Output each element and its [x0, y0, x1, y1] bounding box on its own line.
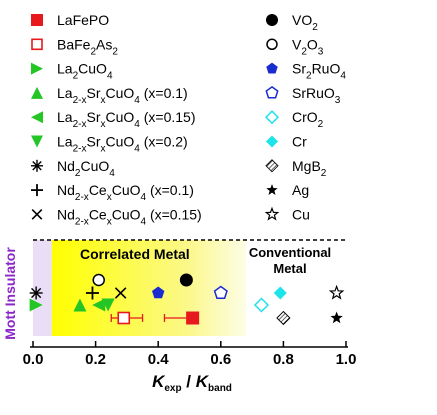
legend-right-marker-7	[266, 184, 278, 195]
legend-left-label-5: La2-xSrxCuO4 (x=0.2)	[57, 134, 188, 155]
legend-right-label-0: VO2	[292, 12, 318, 33]
point-9	[179, 273, 193, 287]
legend-left-marker-5	[31, 135, 43, 148]
legend-left-marker-2	[31, 62, 43, 75]
point-12	[213, 285, 228, 300]
legend-left-marker-4	[31, 111, 43, 124]
legend-right-marker-3	[265, 85, 279, 99]
legend-left-marker-6	[31, 159, 43, 172]
point-0	[186, 311, 200, 325]
legend-left-label-2: La2CuO4	[57, 61, 113, 82]
x-tick-label-2: 0.4	[148, 351, 170, 368]
point-6	[29, 286, 43, 300]
legend-right-label-3: SrRuO3	[292, 85, 341, 106]
legend-left-label-7: Nd2-xCexCuO4 (x=0.1)	[57, 182, 194, 203]
conventional-metal-label-line1: Conventional	[249, 245, 331, 260]
legend-right-marker-4	[264, 110, 280, 125]
legend-left-marker-0	[31, 14, 43, 26]
point-10	[92, 273, 105, 287]
x-axis-label-sub-exp: exp	[164, 383, 181, 394]
correlated-metal-label: Correlated Metal	[80, 246, 190, 262]
x-tick-label-1: 0.2	[85, 351, 106, 368]
point-16	[330, 311, 343, 324]
legend-left-marker-7	[31, 184, 43, 197]
point-1	[117, 311, 131, 325]
x-axis-label-k-band: K	[196, 372, 210, 391]
legend-right-marker-0	[266, 14, 278, 26]
point-4	[92, 298, 106, 312]
point-5	[101, 298, 115, 312]
legend-right-label-5: Cr	[292, 134, 307, 150]
legend-left-label-6: Nd2CuO4	[57, 158, 115, 179]
legend-left-label-8: Nd2-xCexCuO4 (x=0.15)	[57, 206, 202, 227]
legend-right-label-2: Sr2RuO4	[292, 61, 346, 82]
legend-right-marker-2	[266, 62, 278, 74]
x-tick-label-0: 0.0	[23, 351, 44, 368]
x-tick-label-4: 0.8	[273, 351, 294, 368]
legend-right-marker-6	[265, 159, 279, 173]
legend-right-marker-8	[264, 206, 280, 221]
point-17	[328, 284, 345, 300]
point-2	[29, 298, 43, 312]
point-8	[114, 287, 127, 299]
correlated-metal-region	[51, 240, 246, 336]
x-axis-label-slash: /	[182, 372, 196, 391]
x-axis-label-sub-band: band	[208, 383, 232, 394]
point-13	[253, 297, 270, 313]
legend-right-label-7: Ag	[292, 182, 309, 198]
legend-right-label-8: Cu	[292, 206, 310, 222]
conventional-metal-label-line2: Metal	[273, 261, 306, 276]
x-axis-label: Kexp / Kband	[152, 372, 232, 394]
legend: LaFePO BaFe2As2 La2CuO4 La2-xSrxCuO4 (x=0.1…	[31, 12, 346, 227]
x-axis-label-k-exp: K	[152, 372, 166, 391]
point-15	[276, 310, 291, 326]
legend-left-label-3: La2-xSrxCuO4 (x=0.1)	[57, 85, 188, 106]
point-11	[152, 286, 165, 299]
legend-left-marker-3	[31, 86, 43, 99]
legend-left-label-0: LaFePO	[57, 12, 109, 28]
legend-left-marker-1	[31, 38, 43, 51]
mott-insulator-region	[33, 240, 52, 336]
x-axis-ticks: 0.0 0.2 0.4 0.6 0.8 1.0	[23, 341, 357, 368]
legend-right-label-1: V2O3	[292, 36, 324, 57]
legend-left-label-1: BaFe2As2	[57, 36, 118, 57]
legend-right-label-6: MgB2	[292, 158, 327, 179]
legend-right-label-4: CrO2	[292, 109, 324, 130]
legend-left-label-4: La2-xSrxCuO4 (x=0.15)	[57, 109, 195, 130]
x-tick-label-5: 1.0	[336, 351, 357, 368]
data-points	[29, 273, 345, 326]
legend-left-marker-8	[31, 209, 43, 220]
point-14	[273, 286, 287, 300]
mott-insulator-label: Mott Insulator	[2, 247, 18, 340]
point-7	[85, 286, 99, 300]
legend-right-marker-5	[266, 135, 278, 148]
point-3	[73, 298, 87, 312]
x-tick-label-3: 0.6	[210, 351, 231, 368]
legend-right-marker-1	[266, 38, 278, 51]
